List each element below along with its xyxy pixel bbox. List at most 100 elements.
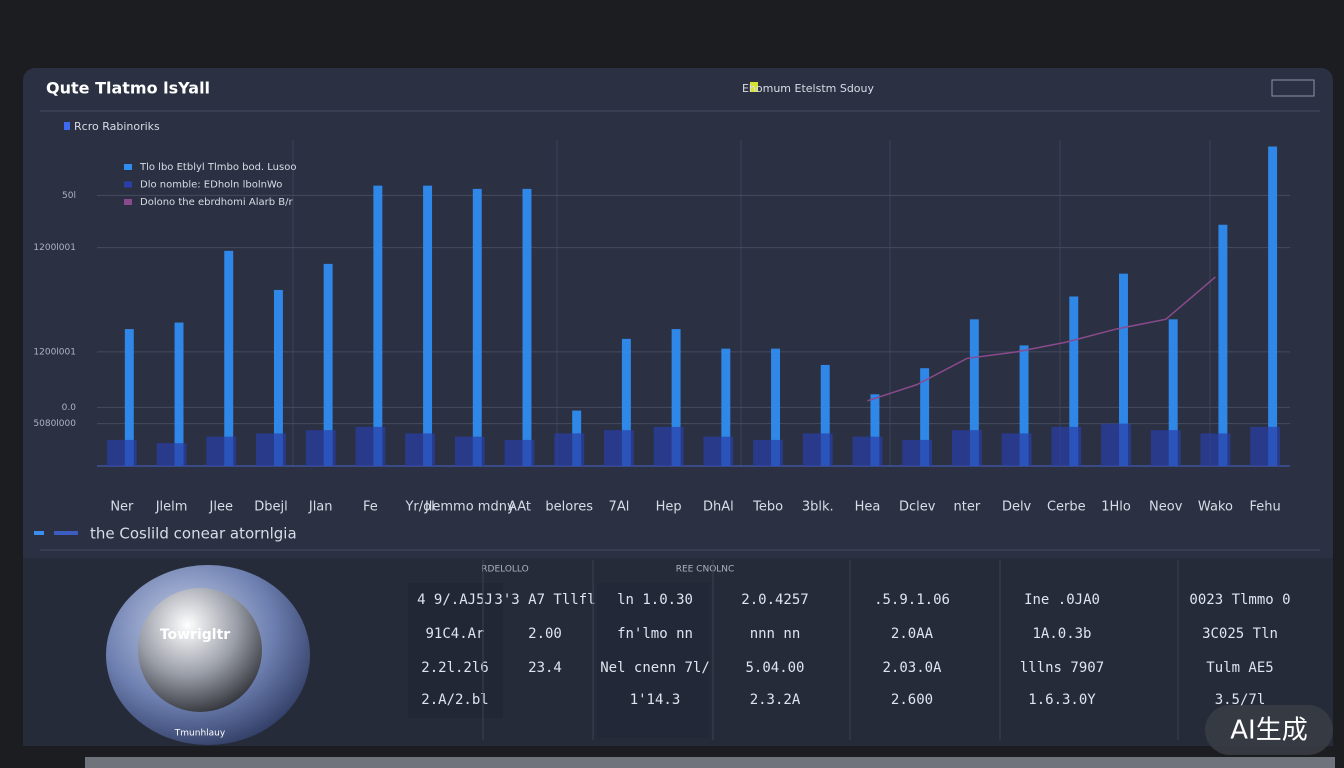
y-tick-label: 50l	[62, 191, 76, 201]
vertical-grid	[292, 140, 1211, 466]
table-cell: 1.6.3.0Y	[1028, 692, 1096, 708]
x-tick-label: Jlemmo mdny	[424, 500, 515, 515]
volume-bar	[355, 426, 386, 466]
volume-bar	[554, 433, 585, 466]
legend-label: Tlo lbo Etblyl Tlmbo bod. Lusoo	[139, 162, 296, 173]
legend-swatch	[124, 181, 132, 188]
volume-bar	[106, 439, 137, 466]
bar	[820, 364, 830, 466]
x-tick-label: 7Al	[609, 500, 630, 515]
table-cell: Nel cnenn 7l/	[600, 660, 710, 676]
table-cell: 2.3.2A	[750, 692, 801, 708]
volume-bar	[1250, 426, 1281, 466]
volume-bar	[653, 426, 684, 466]
x-tick-label: Wako	[1198, 500, 1233, 515]
volume-bar	[753, 439, 783, 466]
bar	[621, 338, 631, 466]
bar	[671, 329, 681, 466]
bar	[969, 319, 979, 466]
table-cell: 3.5/7l	[1215, 692, 1266, 708]
table-cell: fn'lmo nn	[617, 626, 693, 642]
x-tick-label: Fehu	[1250, 500, 1281, 515]
table-cell: Tulm AE5	[1206, 660, 1273, 676]
bar	[1019, 345, 1029, 466]
menu-button[interactable]	[1271, 79, 1315, 97]
table-block	[408, 583, 503, 718]
caption-icon	[54, 531, 78, 535]
bar	[1119, 273, 1128, 466]
table-cell: .5.9.1.06	[874, 592, 950, 608]
legend-label: Dolono the ebrdhomi Alarb B/r	[140, 197, 293, 208]
x-tick-label: Jlee	[209, 500, 233, 515]
title: Qute Tlatmo lsYall	[46, 79, 210, 98]
table-cell: 2.A/2.bl	[421, 692, 488, 708]
legend-label: Dlo nomble: EDholn lbolnWo	[140, 180, 282, 191]
volume-bar	[1001, 433, 1032, 466]
x-tick-label: 3blk.	[802, 500, 834, 515]
table-cell: 2.0AA	[891, 626, 934, 642]
x-tick-label: Neov	[1149, 500, 1183, 515]
x-tick-label: Cerbe	[1047, 500, 1086, 515]
table-cell: 1A.0.3b	[1032, 626, 1091, 642]
volume-bar	[902, 439, 933, 466]
bar	[920, 368, 930, 466]
scrollbar[interactable]	[85, 757, 1335, 768]
gauge-caption: Tmunhlauy	[174, 729, 226, 739]
bar	[323, 263, 333, 466]
table-cell: 2.0.4257	[741, 592, 808, 608]
table-cell: Ine .0JA0	[1024, 592, 1100, 608]
volume-bar	[1200, 433, 1231, 466]
volume-bar	[256, 433, 286, 466]
y-tick-label: 5080l000	[33, 419, 76, 429]
x-tick-label: 1Hlo	[1101, 500, 1131, 515]
header-center: Ehomum Etelstm Sdouy	[742, 82, 875, 95]
y-tick-label: 1200l001	[33, 347, 76, 357]
bar	[1268, 146, 1278, 466]
x-tick-label: Jlan	[308, 500, 333, 515]
table-cell: 0023 Tlmmo 0	[1189, 592, 1290, 608]
legend-swatch	[124, 164, 132, 170]
table-cell: 5.04.00	[745, 660, 804, 676]
table-cell: ln 1.0.30	[617, 592, 693, 608]
volume-bar	[1101, 423, 1131, 466]
y-tick-label: 0.0	[62, 403, 77, 413]
x-tick-label: nter	[954, 500, 981, 515]
watermark-pill	[1205, 705, 1333, 755]
x-tick-label: Ner	[110, 500, 134, 515]
volume-bar	[156, 443, 187, 466]
bar	[1069, 296, 1079, 466]
x-tick-label: Tebo	[752, 500, 783, 515]
table-cell: 91C4.Ar	[425, 626, 484, 642]
table-cell: 2.600	[891, 692, 933, 708]
volume-bar	[1051, 426, 1082, 466]
volume-bar	[1150, 430, 1181, 466]
subtitle: Rcro Rabinoriks	[74, 120, 160, 133]
table-cell: nnn nn	[750, 626, 801, 642]
bar	[472, 188, 482, 466]
bar	[771, 348, 780, 466]
table-cell: 4 9/.AJ5J	[417, 592, 493, 608]
x-tick-label: Delv	[1002, 500, 1032, 515]
volume-bar	[405, 433, 436, 466]
bar	[1168, 319, 1178, 466]
volume-bar	[604, 430, 634, 466]
table-cell: 23.4	[528, 660, 562, 676]
indicator	[750, 82, 758, 92]
x-tick-label: Dbejl	[254, 500, 287, 515]
volume-bar	[703, 436, 734, 466]
bar	[224, 250, 234, 466]
trend-line	[867, 276, 1216, 402]
x-tick-label: AAt	[508, 500, 531, 515]
table-cell: lllns 7907	[1020, 660, 1104, 676]
subtitle-swatch	[64, 122, 70, 130]
bar	[1218, 224, 1228, 466]
bar	[273, 289, 283, 466]
x-tick-label: Hep	[656, 500, 682, 515]
volume-bar	[305, 430, 336, 466]
gauge-dial	[138, 588, 262, 712]
volume-bar	[951, 430, 982, 466]
volume-bar	[802, 433, 833, 466]
table-cell: 3C025 Tln	[1202, 626, 1278, 642]
caption: the Coslild conear atornlgia	[90, 525, 297, 543]
caption-icon	[34, 531, 44, 535]
